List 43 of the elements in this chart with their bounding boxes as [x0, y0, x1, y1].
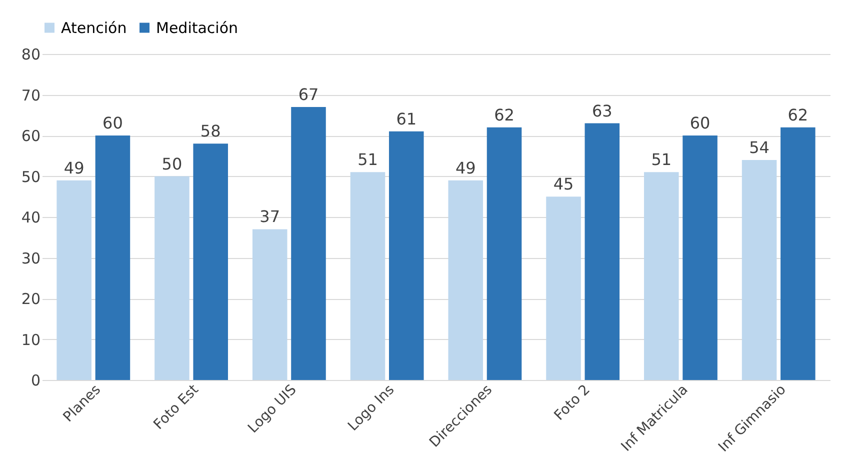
data-label: 50: [162, 154, 182, 174]
data-label: 60: [690, 114, 710, 132]
data-label: 51: [358, 150, 378, 170]
legend-label: Meditación: [156, 18, 238, 37]
data-label: 62: [494, 105, 514, 124]
bar: [193, 144, 228, 380]
data-label: 37: [260, 207, 280, 226]
data-label: 60: [102, 114, 123, 132]
y-tick-label: 70: [21, 86, 40, 104]
data-label: 51: [651, 150, 672, 170]
bar: [546, 196, 581, 380]
y-tick-label: 30: [21, 249, 40, 268]
y-tick-label: 0: [30, 372, 40, 390]
y-tick-label: 50: [21, 168, 40, 186]
data-label: 62: [788, 105, 808, 124]
bar: [448, 180, 484, 380]
bar: [252, 229, 288, 380]
y-tick-label: 40: [21, 208, 40, 226]
bar: [644, 172, 679, 380]
bar: [56, 180, 92, 380]
y-tick-label: 60: [21, 127, 40, 145]
bar: [95, 136, 130, 380]
y-tick-label: 20: [21, 290, 40, 308]
y-tick-label: 10: [21, 330, 40, 349]
data-label: 49: [455, 158, 476, 178]
bar: [486, 127, 522, 380]
data-label: 63: [592, 101, 612, 120]
data-label: 61: [396, 109, 417, 128]
y-tick-label: 80: [21, 46, 40, 64]
data-label: 67: [298, 84, 319, 104]
data-label: 49: [64, 158, 84, 178]
legend-label: Atención: [61, 18, 127, 37]
data-label: 45: [553, 174, 574, 194]
data-label: 54: [749, 138, 770, 157]
data-label: 58: [200, 122, 221, 141]
bar: [154, 176, 190, 380]
bar: [682, 136, 718, 380]
bar: [291, 106, 326, 380]
bar: [388, 131, 424, 380]
bar: [584, 123, 620, 380]
bar: [780, 127, 816, 380]
bar: [742, 160, 777, 380]
bar: [350, 172, 386, 380]
